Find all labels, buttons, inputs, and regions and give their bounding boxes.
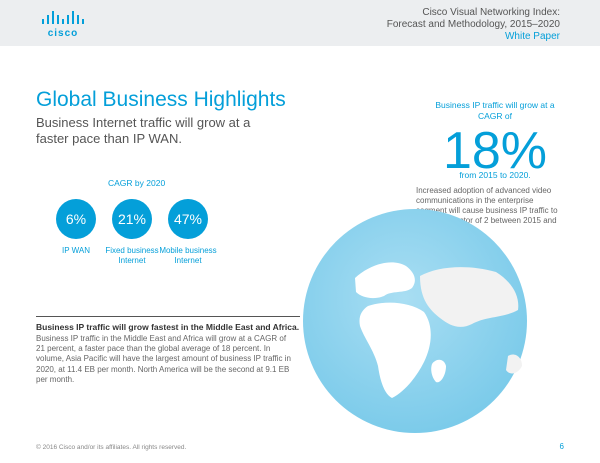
stat-period: from 2015 to 2020. xyxy=(459,170,531,180)
globe-landmass-madagascar xyxy=(431,359,446,383)
document-info: Cisco Visual Networking Index: Forecast … xyxy=(387,7,560,43)
page-header: cisco Cisco Visual Networking Index: For… xyxy=(0,0,600,46)
globe-illustration xyxy=(303,209,527,433)
globe-landmass-europe xyxy=(355,262,415,299)
stat-big-percentage: 18% xyxy=(442,122,548,180)
header-line-2: Forecast and Methodology, 2015–2020 xyxy=(386,19,560,30)
cagr-circle-ip-wan: 6% xyxy=(56,199,96,239)
globe-landmass-australia xyxy=(506,354,522,374)
document-type: White Paper xyxy=(504,31,560,42)
cagr-label-fixed-business: Fixed business Internet xyxy=(105,246,159,265)
cagr-label-mobile-business: Mobile business Internet xyxy=(159,246,217,265)
cagr-label: CAGR by 2020 xyxy=(108,178,166,188)
globe-landmass-asia xyxy=(420,267,519,327)
cagr-label-ip-wan: IP WAN xyxy=(61,246,90,255)
cagr-circle-fixed-business: 21% xyxy=(112,199,152,239)
cagr-circle-mobile-business: 47% xyxy=(168,199,208,239)
region-body: Business IP traffic in the Middle East a… xyxy=(36,334,291,384)
region-heading: Business IP traffic will grow fastest in… xyxy=(36,322,300,332)
page-title: Global Business Highlights xyxy=(36,88,286,111)
section-divider xyxy=(36,316,300,317)
header-line-1: Cisco Visual Networking Index: xyxy=(422,7,560,18)
copyright-footer: © 2016 Cisco and/or its affiliates. All … xyxy=(36,444,187,451)
page-number: 6 xyxy=(559,442,564,451)
page-subtitle: Business Internet traffic will grow at a… xyxy=(36,115,251,146)
globe-landmass-africa xyxy=(359,302,431,398)
logo-wordmark: cisco xyxy=(48,28,79,38)
cisco-logo: cisco xyxy=(42,11,84,38)
stat-intro: Business IP traffic will grow at a CAGR … xyxy=(435,100,555,121)
